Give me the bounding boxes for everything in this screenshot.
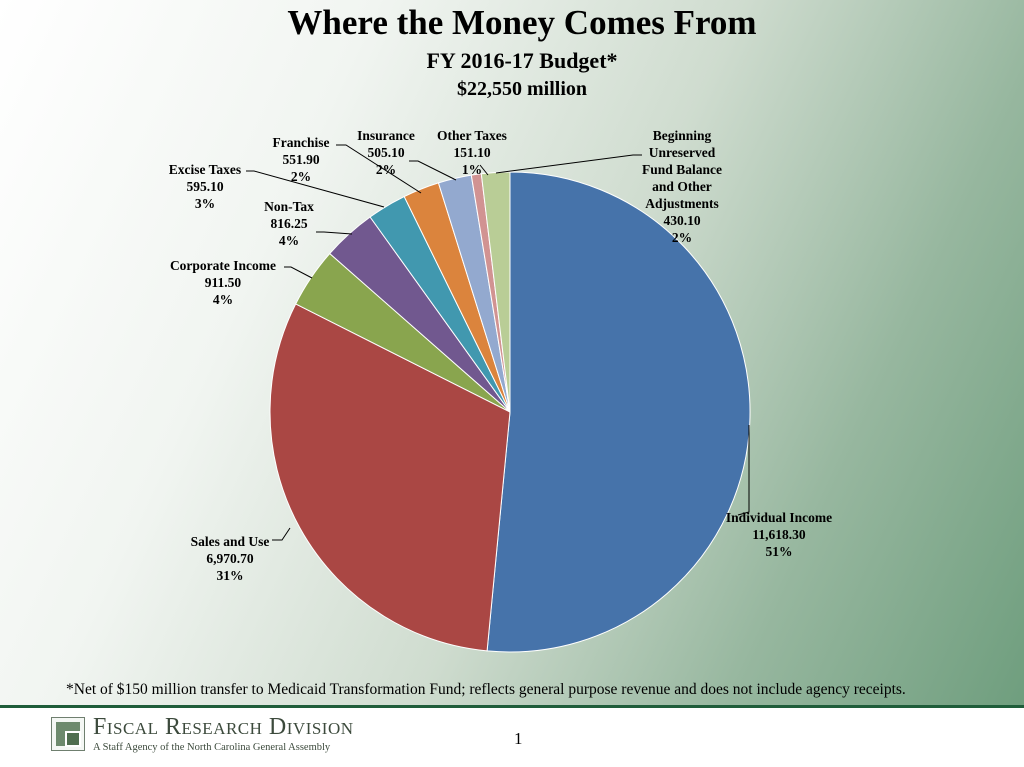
fiscal-research-logo-icon xyxy=(51,717,85,751)
leader-line-beginning-unreserved-fund-balance-and-other-adjustments xyxy=(495,154,642,174)
slice-label-franchise: Franchise 551.90 2% xyxy=(273,135,330,184)
org-tagline: A Staff Agency of the North Carolina Gen… xyxy=(93,742,331,753)
slice-label-individual-income: Individual Income 11,618.30 51% xyxy=(726,510,832,559)
slice-label-insurance: Insurance 505.10 2% xyxy=(357,128,415,177)
leader-line-sales-and-use xyxy=(272,527,291,541)
leader-line-insurance xyxy=(409,160,457,181)
slice-label-beginning-unreserved-fund-balance-and-other-adjustments: Beginning Unreserved Fund Balance and Other… xyxy=(642,128,722,245)
leader-line-corporate-income xyxy=(284,266,313,279)
pie-chart: Individual Income 11,618.30 51% Sales and U… xyxy=(169,128,832,653)
pie-slice-sales-and-use xyxy=(269,303,511,652)
chart-title: Where the Money Comes From xyxy=(287,3,757,42)
leader-line-non-tax xyxy=(316,231,353,235)
slice-label-corporate-income: Corporate Income 911.50 4% xyxy=(170,258,276,307)
slide-background: Where the Money Comes From FY 2016-17 Bu… xyxy=(0,0,1024,705)
slice-label-excise-taxes: Excise Taxes 595.10 3% xyxy=(169,162,241,211)
slice-label-other-taxes: Other Taxes 151.10 1% xyxy=(437,128,507,177)
slice-label-non-tax: Non-Tax 816.25 4% xyxy=(264,199,314,248)
leader-line-franchise xyxy=(336,144,422,194)
leader-line-individual-income xyxy=(737,425,750,516)
leader-line-excise-taxes xyxy=(246,170,385,208)
slice-label-sales-and-use: Sales and Use 6,970.70 31% xyxy=(191,534,270,583)
footnote: *Net of $150 million transfer to Medicai… xyxy=(66,681,906,698)
footer-divider xyxy=(0,705,1024,708)
chart-subtitle: FY 2016-17 Budget* xyxy=(426,48,618,73)
pie-slice-individual-income xyxy=(486,171,751,653)
leader-line-other-taxes xyxy=(479,164,489,176)
pie-slice-beginning-unreserved-fund-balance-and-other-adjustments xyxy=(480,171,511,413)
page-number: 1 xyxy=(514,729,523,748)
org-name: Fiscal Research Division xyxy=(93,714,354,740)
chart-total: $22,550 million xyxy=(456,78,587,100)
